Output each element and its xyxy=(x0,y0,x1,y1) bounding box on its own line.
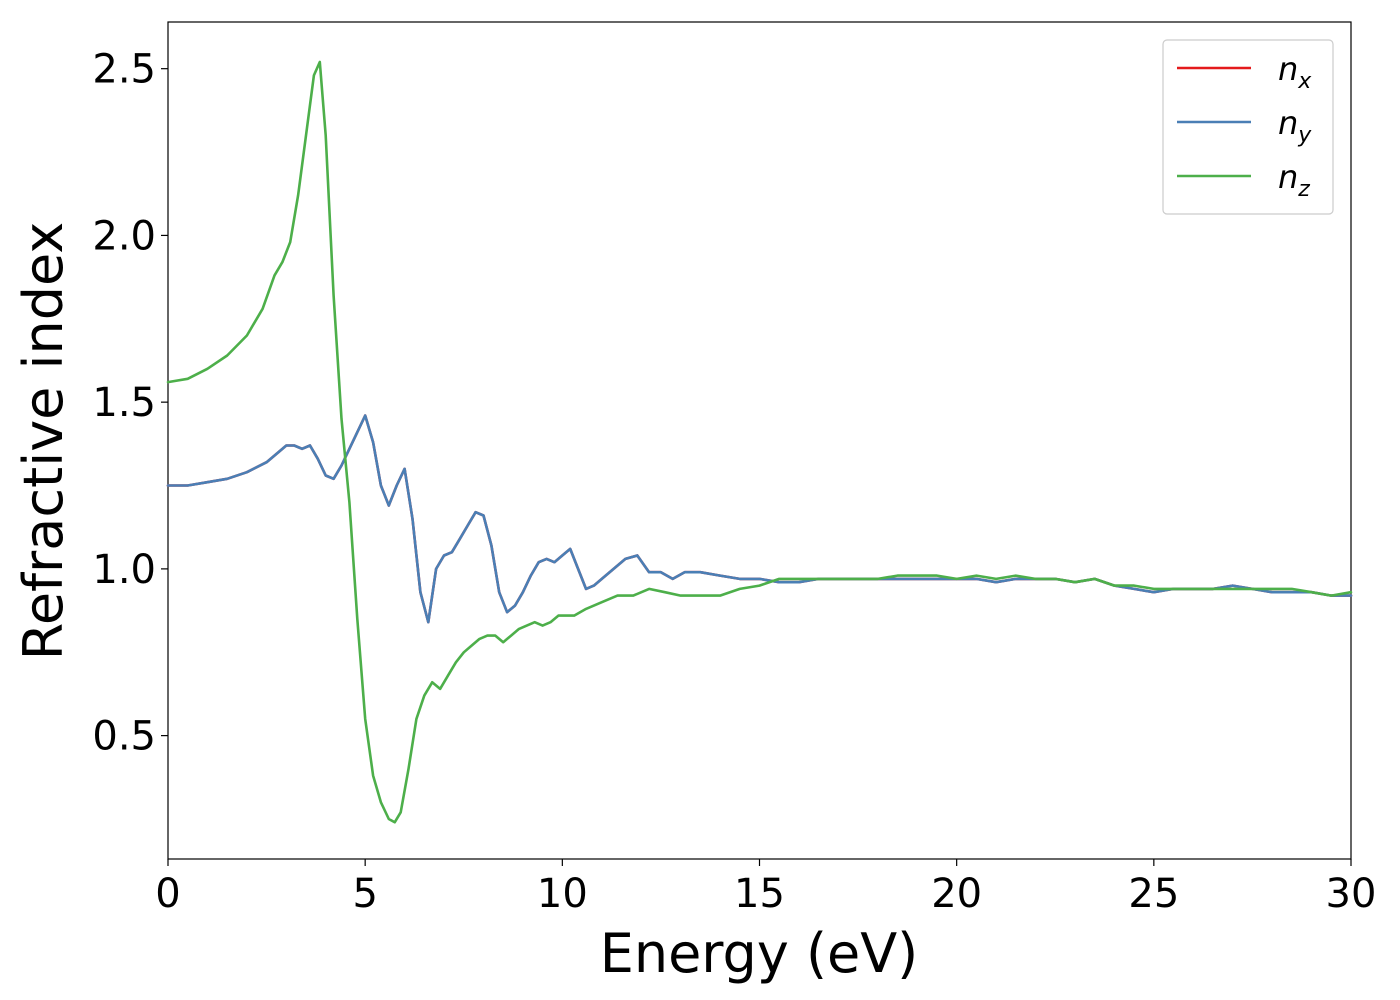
y-tick-label: 1.5 xyxy=(92,380,156,426)
y-tick-label: 1.0 xyxy=(92,547,156,593)
x-axis: 0 5 10 15 20 25 30 xyxy=(155,859,1376,917)
legend-frame xyxy=(1162,39,1334,215)
y-axis-title: Refractive index xyxy=(12,222,75,661)
y-tick-label: 2.0 xyxy=(92,213,156,259)
x-tick-label: 15 xyxy=(734,871,785,917)
x-tick-label: 0 xyxy=(155,871,180,917)
legend: nx ny nz xyxy=(1162,39,1334,215)
series-layer xyxy=(166,60,1353,824)
legend-label-z: nz xyxy=(1278,158,1310,202)
y-tick-label: 0.5 xyxy=(92,714,156,760)
x-tick-label: 20 xyxy=(931,871,982,917)
series-line-z xyxy=(166,60,1353,824)
x-axis-title: Energy (eV) xyxy=(600,922,919,985)
x-tick-label: 30 xyxy=(1326,871,1377,917)
legend-label-y: ny xyxy=(1278,104,1312,148)
x-tick-label: 10 xyxy=(537,871,588,917)
y-axis: 0.5 1.0 1.5 2.0 2.5 xyxy=(92,47,168,760)
y-tick-label: 2.5 xyxy=(92,47,156,93)
x-tick-label: 25 xyxy=(1128,871,1179,917)
legend-label-x: nx xyxy=(1278,50,1312,94)
x-tick-label: 5 xyxy=(352,871,377,917)
